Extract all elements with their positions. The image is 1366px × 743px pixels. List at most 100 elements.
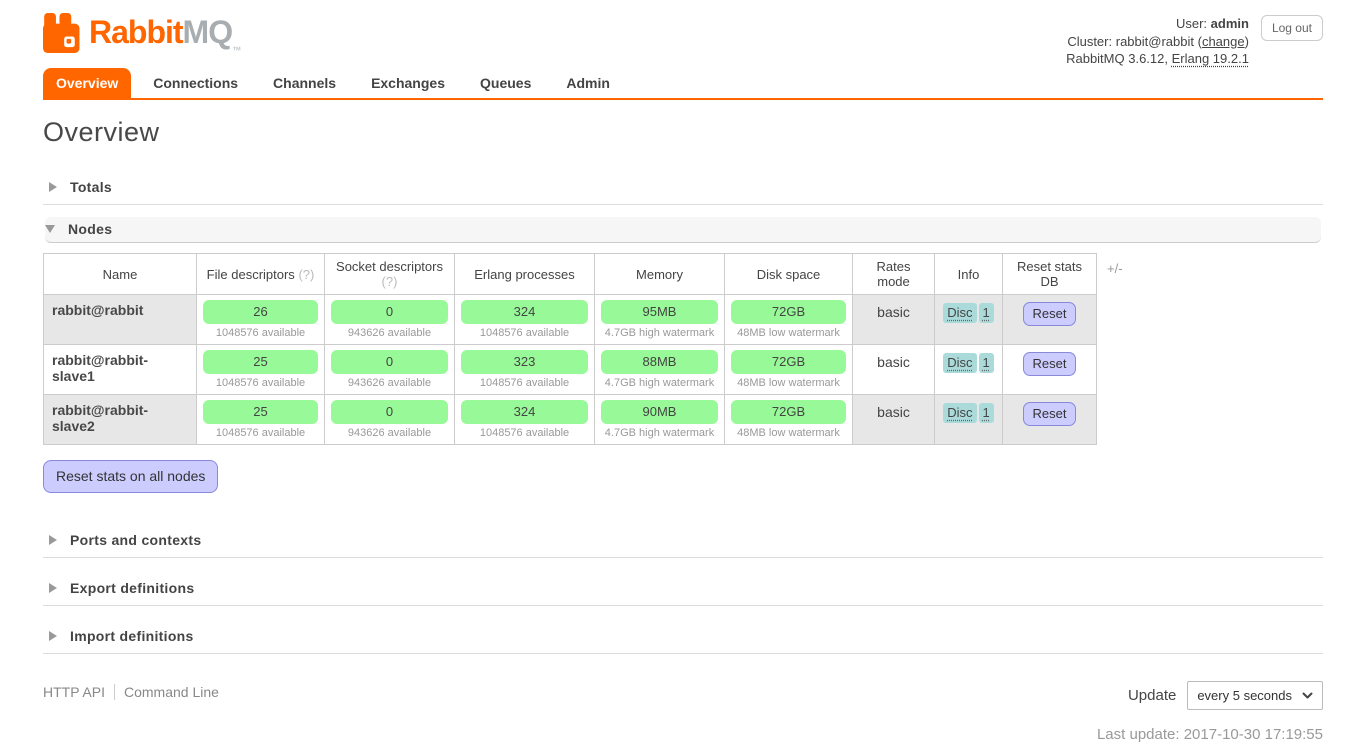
rabbit-icon <box>43 13 80 53</box>
logo-trademark: ™ <box>232 45 242 55</box>
disc-badge: Disc <box>943 353 977 373</box>
meter-bar: 72GB <box>731 350 846 374</box>
collapsed-arrow-icon <box>49 583 57 593</box>
disc-badge: Disc <box>943 303 977 323</box>
http-api-link[interactable]: HTTP API <box>43 684 105 700</box>
info-cell: Disc 1 <box>934 294 1003 345</box>
reset-cell: Reset <box>1002 294 1097 345</box>
meter-bar: 25 <box>203 400 318 424</box>
col-name: Name <box>43 253 197 295</box>
meter-bar: 88MB <box>601 350 718 374</box>
reset-node-button[interactable]: Reset <box>1022 402 1077 426</box>
file-descriptors-cell: 26 1048576 available <box>196 294 325 345</box>
reset-node-button[interactable]: Reset <box>1022 352 1077 376</box>
column-toggle[interactable]: +/- <box>1107 261 1123 276</box>
socket-descriptors-cell: 0 943626 available <box>324 344 455 395</box>
section-nodes[interactable]: Nodes <box>45 217 1321 243</box>
count-badge: 1 <box>978 403 994 423</box>
tab-connections[interactable]: Connections <box>153 75 239 91</box>
meter-bar: 26 <box>203 300 318 324</box>
rabbitmq-version: RabbitMQ 3.6.12, <box>1066 51 1168 66</box>
change-cluster-link[interactable]: change <box>1201 33 1245 49</box>
tab-overview[interactable]: Overview <box>43 68 132 98</box>
rates-mode-cell: basic <box>852 394 935 445</box>
col-label: File descriptors <box>206 266 295 282</box>
meter-bar: 324 <box>461 300 588 324</box>
logout-button[interactable]: Log out <box>1260 15 1323 41</box>
section-export-definitions[interactable]: Export definitions <box>43 572 1323 606</box>
last-update-text: Last update: 2017-10-30 17:19:55 <box>1096 726 1323 743</box>
node-name: rabbit@rabbit <box>43 294 197 345</box>
col-file-descriptors: File descriptors (?) <box>196 253 325 295</box>
col-memory: Memory <box>594 253 725 295</box>
erlang-version-link[interactable]: Erlang 19.2.1 <box>1171 51 1249 66</box>
info-cell: Disc 1 <box>934 394 1003 445</box>
update-interval-select[interactable]: every 5 seconds <box>1187 681 1323 710</box>
section-totals-label: Totals <box>70 179 112 195</box>
command-line-link[interactable]: Command Line <box>113 684 219 700</box>
meter-sub: 1048576 available <box>479 377 570 389</box>
paren: ) <box>1244 33 1249 49</box>
reset-cell: Reset <box>1002 344 1097 395</box>
reset-cell: Reset <box>1002 394 1097 445</box>
meter-sub: 4.7GB high watermark <box>604 327 715 339</box>
meter-sub: 1048576 available <box>215 327 306 339</box>
count-badge: 1 <box>978 303 994 323</box>
help-icon[interactable]: (?) <box>298 266 315 282</box>
memory-cell: 88MB 4.7GB high watermark <box>594 344 725 395</box>
rabbitmq-logo: RabbitMQ™ <box>43 13 1323 69</box>
col-label: Socket descriptors <box>336 259 443 274</box>
section-import-definitions[interactable]: Import definitions <box>43 620 1323 654</box>
tab-exchanges[interactable]: Exchanges <box>371 75 445 91</box>
collapsed-arrow-icon <box>49 182 57 192</box>
meter-sub: 48MB low watermark <box>737 327 840 339</box>
user-line: User: admin <box>1066 15 1249 33</box>
section-totals[interactable]: Totals <box>43 171 1323 205</box>
tab-queues[interactable]: Queues <box>480 75 532 91</box>
update-row: Update every 5 seconds <box>1097 681 1323 710</box>
user-label: User: <box>1175 16 1208 31</box>
meter-sub: 4.7GB high watermark <box>604 427 715 439</box>
nodes-table: Name File descriptors (?) Socket descrip… <box>43 253 1097 445</box>
meter-sub: 4.7GB high watermark <box>604 377 715 389</box>
tab-channels[interactable]: Channels <box>273 75 337 91</box>
tab-admin[interactable]: Admin <box>566 75 610 91</box>
version-line: RabbitMQ 3.6.12, Erlang 19.2.1 <box>1066 50 1249 68</box>
meter-sub: 48MB low watermark <box>737 427 840 439</box>
expanded-arrow-icon <box>45 225 55 233</box>
footer: HTTP API Command Line Update every 5 sec… <box>43 681 1323 743</box>
meter-sub: 1048576 available <box>215 427 306 439</box>
footer-links: HTTP API Command Line <box>43 681 219 700</box>
meter-bar: 25 <box>203 350 318 374</box>
meter-sub: 1048576 available <box>215 377 306 389</box>
header-meta: User: admin Cluster: rabbit@rabbit (chan… <box>1066 15 1249 68</box>
meter-bar: 0 <box>331 400 448 424</box>
reset-stats-all-nodes-button[interactable]: Reset stats on all nodes <box>43 460 219 493</box>
section-export-label: Export definitions <box>70 580 195 596</box>
info-cell: Disc 1 <box>934 344 1003 395</box>
memory-cell: 90MB 4.7GB high watermark <box>594 394 725 445</box>
help-icon[interactable]: (?) <box>381 274 398 289</box>
page-title: Overview <box>43 117 160 147</box>
collapsed-arrow-icon <box>49 535 57 545</box>
meter-bar: 72GB <box>731 400 846 424</box>
node-row: rabbit@rabbit-slave1 25 1048576 availabl… <box>43 344 1097 395</box>
logo-mq-text: MQ <box>182 14 234 50</box>
col-reset-stats-db: Reset stats DB <box>1002 253 1097 295</box>
socket-descriptors-cell: 0 943626 available <box>324 294 455 345</box>
count-badge: 1 <box>978 353 994 373</box>
meter-sub: 943626 available <box>347 377 432 389</box>
node-row: rabbit@rabbit-slave2 25 1048576 availabl… <box>43 394 1097 445</box>
nodes-table-wrap: Name File descriptors (?) Socket descrip… <box>43 253 1323 445</box>
logo-rabbit-text: Rabbit <box>89 14 184 50</box>
meter-bar: 95MB <box>601 300 718 324</box>
node-name: rabbit@rabbit-slave2 <box>43 394 197 445</box>
rates-mode-cell: basic <box>852 294 935 345</box>
section-ports-and-contexts[interactable]: Ports and contexts <box>43 524 1323 558</box>
socket-descriptors-cell: 0 943626 available <box>324 394 455 445</box>
meter-sub: 1048576 available <box>479 427 570 439</box>
collapsed-arrow-icon <box>49 631 57 641</box>
file-descriptors-cell: 25 1048576 available <box>196 394 325 445</box>
reset-node-button[interactable]: Reset <box>1022 302 1077 326</box>
